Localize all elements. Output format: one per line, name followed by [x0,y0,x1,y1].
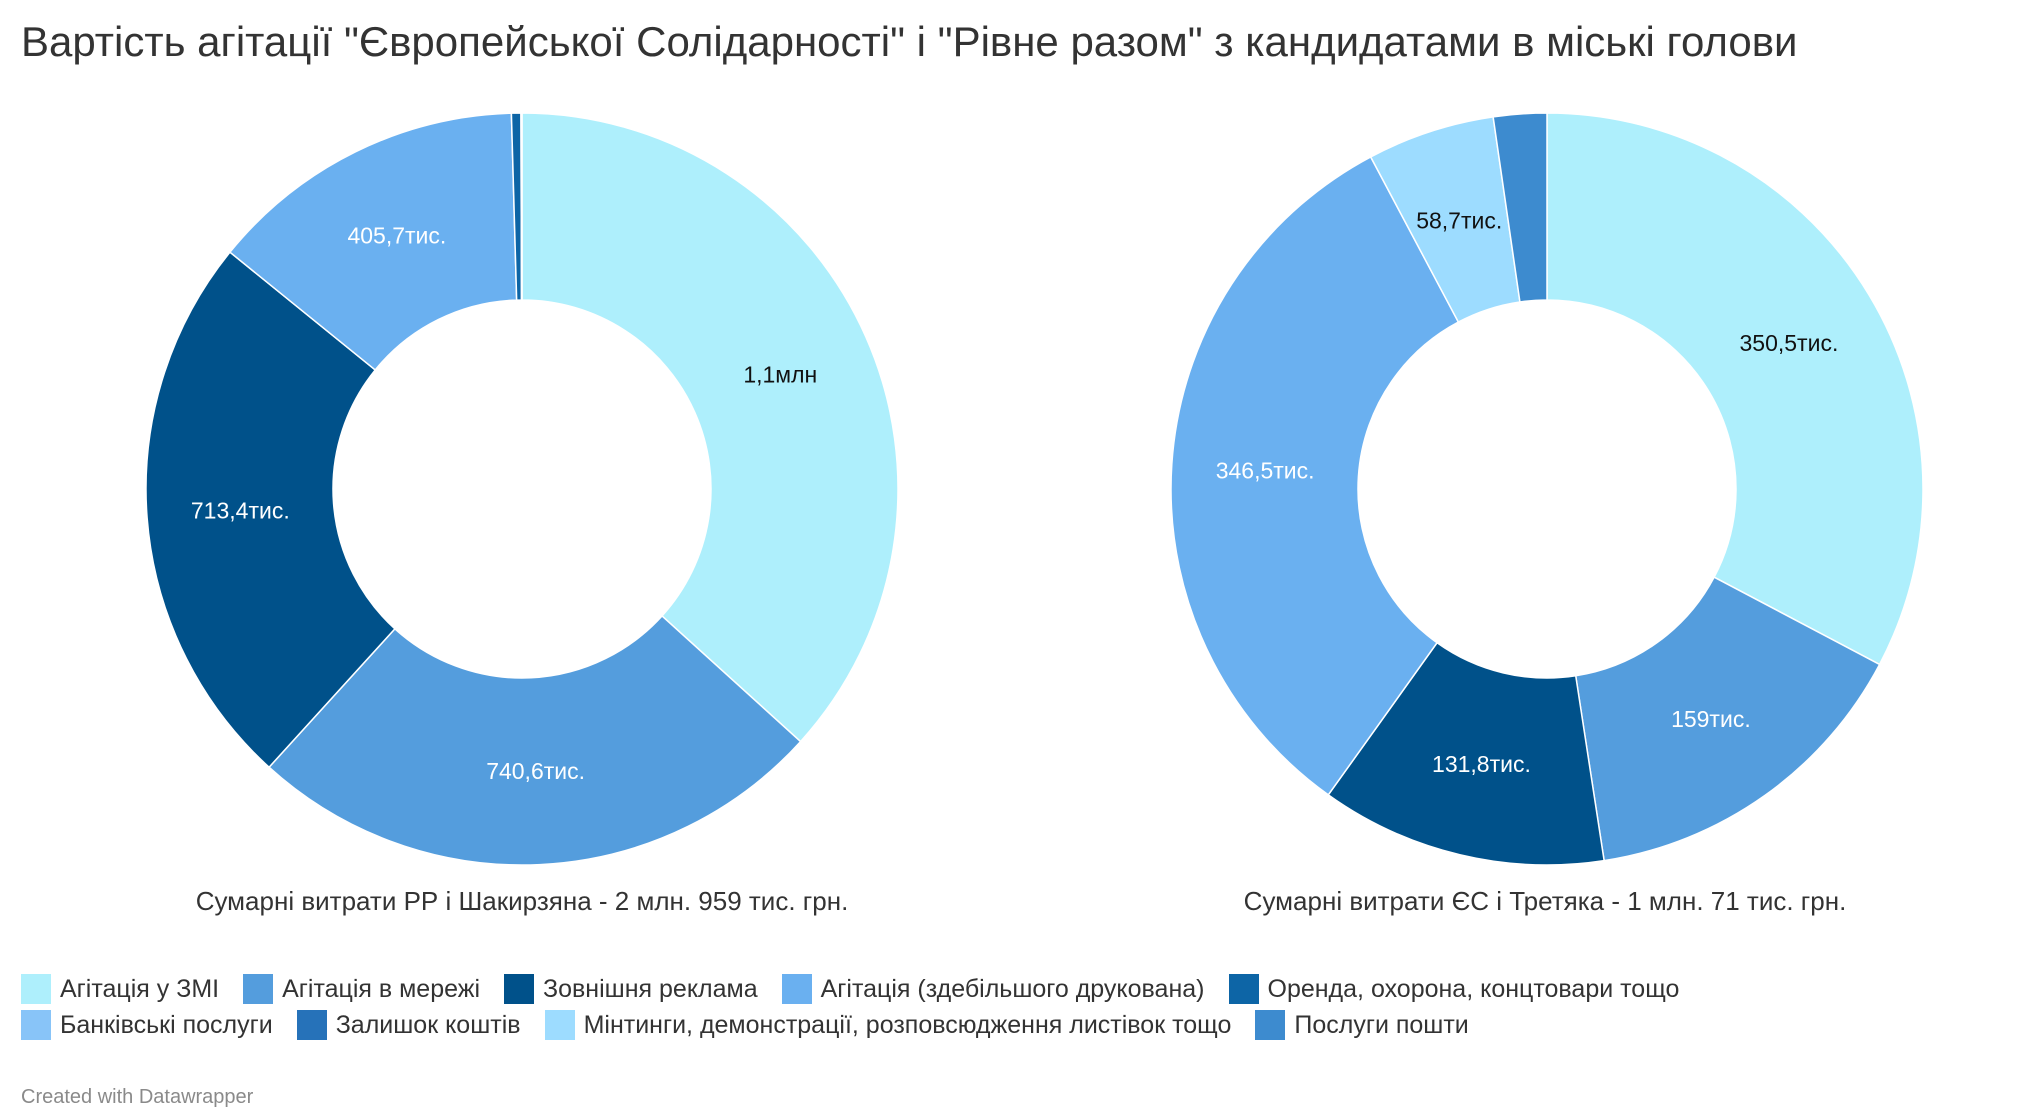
legend-label: Залишок коштів [335,1010,521,1039]
donut-slice [228,112,518,372]
legend-swatch [243,974,274,1004]
slice-value-label: 58,7тис. [1416,207,1502,233]
chart-caption-left: Сумарні витрати РР і Шакирзяна - 2 млн. … [195,886,849,916]
donut-slice [1170,155,1460,796]
legend-swatch [1228,974,1259,1004]
donut-chart-left: 1,1млн 740,6тис. 713,4тис. 405,7тис. [145,112,899,866]
legend-item: Агітація у ЗМІ [21,974,219,1004]
chart-title: Вартість агітації "Європейської Солідарн… [21,18,1798,65]
donut-slice [1546,112,1924,666]
donut-slice [1574,576,1881,862]
legend-item: Оренда, охорона, концтовари тощо [1228,974,1680,1004]
donut-slice [521,112,899,743]
legend-label: Агітація в мережі [282,974,481,1003]
legend-swatch [781,974,812,1004]
legend-swatch [544,1010,575,1040]
legend-swatch [1255,1010,1286,1040]
legend-item: Агітація в мережі [243,974,480,1004]
legend-item: Агітація (здебільшого друкована) [781,974,1205,1004]
slice-value-label: 131,8тис. [1432,751,1531,777]
legend-label: Послуги пошти [1294,1010,1469,1039]
legend-swatch [504,974,535,1004]
legend-label: Зовнішня реклама [543,974,758,1003]
legend-swatch [21,974,51,1004]
legend-item: Банківські послуги [21,1010,273,1040]
donut-slice [268,614,802,866]
legend-label: Банківські послуги [60,1010,273,1039]
legend-item: Зовнішня реклама [504,974,758,1004]
slice-value-label: 1,1млн [743,362,817,388]
legend-swatch [21,1010,51,1040]
donut-slice [1327,641,1605,866]
legend-label: Агітація (здебільшого друкована) [820,974,1205,1003]
legend-label: Мінтинги, демонстрації, розповсюдження л… [583,1010,1232,1039]
slice-value-label: 405,7тис. [347,223,446,249]
donut-slice [1492,112,1548,303]
donut-slice [145,251,396,769]
legend: Агітація у ЗМІ Агітація в мережі Зовнішня … [21,974,1921,1040]
datawrapper-credit: Created with Datawrapper [21,1086,254,1108]
legend-label: Оренда, охорона, концтовари тощо [1267,974,1680,1003]
legend-item: Мінтинги, демонстрації, розповсюдження л… [544,1010,1232,1040]
chart-caption-right: Сумарні витрати ЄС і Третяка - 1 млн. 71… [1243,886,1847,916]
legend-label: Агітація у ЗМІ [60,974,220,1003]
slice-value-label: 740,6тис. [486,758,585,784]
legend-item: Послуги пошти [1255,1010,1469,1040]
slice-value-label: 346,5тис. [1216,457,1315,483]
slice-value-label: 159тис. [1671,706,1751,732]
legend-swatch [296,1010,327,1040]
slice-value-label: 713,4тис. [191,497,290,523]
legend-item: Залишок коштів [296,1010,521,1040]
slice-value-label: 350,5тис. [1740,330,1839,356]
donut-chart-right: 350,5тис. 159тис. 131,8тис. 346,5тис. 58,7ти… [1170,112,1924,866]
